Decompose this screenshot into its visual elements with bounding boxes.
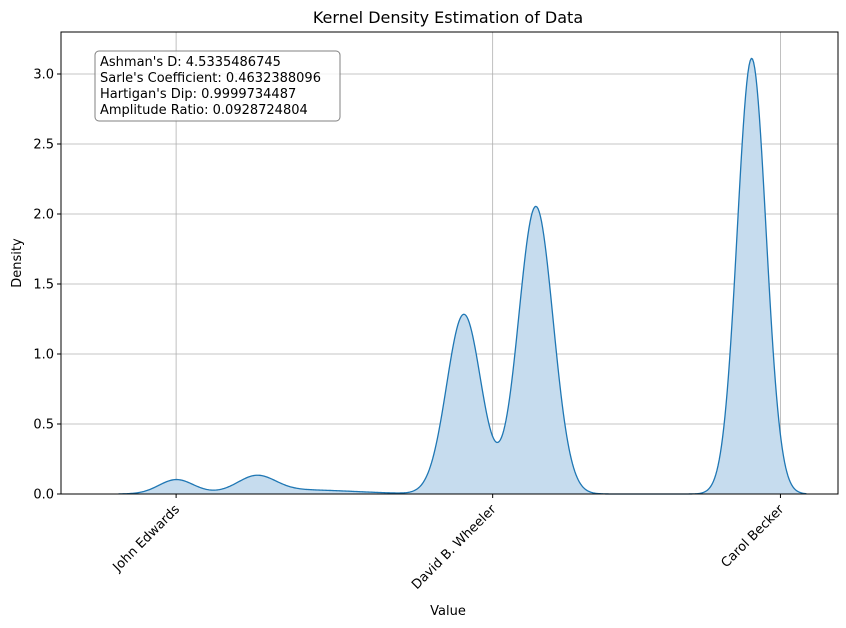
density-fill	[118, 58, 807, 494]
stats-ashmans-d: Ashman's D: 4.5335486745	[100, 55, 281, 70]
plot-frame	[60, 31, 839, 495]
stats-sarles-coefficient: Sarle's Coefficient: 0.4632388096	[100, 71, 321, 86]
y-tick-label: 1.5	[33, 278, 54, 293]
y-tick-label: 0.5	[33, 418, 54, 433]
y-tick-label: 3.0	[33, 68, 54, 83]
y-tick-label: 2.0	[33, 208, 54, 223]
stats-box-border	[94, 50, 341, 122]
y-tick-label: 1.0	[33, 348, 54, 363]
stats-hartigans-dip: Hartigan's Dip: 0.9999734487	[100, 87, 296, 102]
stats-amplitude-ratio: Amplitude Ratio: 0.0928724804	[100, 103, 308, 118]
y-axis-label: Density	[10, 238, 25, 288]
y-tick-label: 2.5	[33, 138, 54, 153]
y-tick-label: 0.0	[33, 488, 54, 503]
x-axis-label: Value	[430, 604, 466, 619]
stats-annotation-box: Ashman's D: 4.5335486745 Sarle's Coeffic…	[94, 50, 341, 122]
chart-title: Kernel Density Estimation of Data	[313, 8, 583, 27]
y-axis: 0.0 0.5 1.0 1.5 2.0 2.5 3.0	[33, 68, 61, 503]
